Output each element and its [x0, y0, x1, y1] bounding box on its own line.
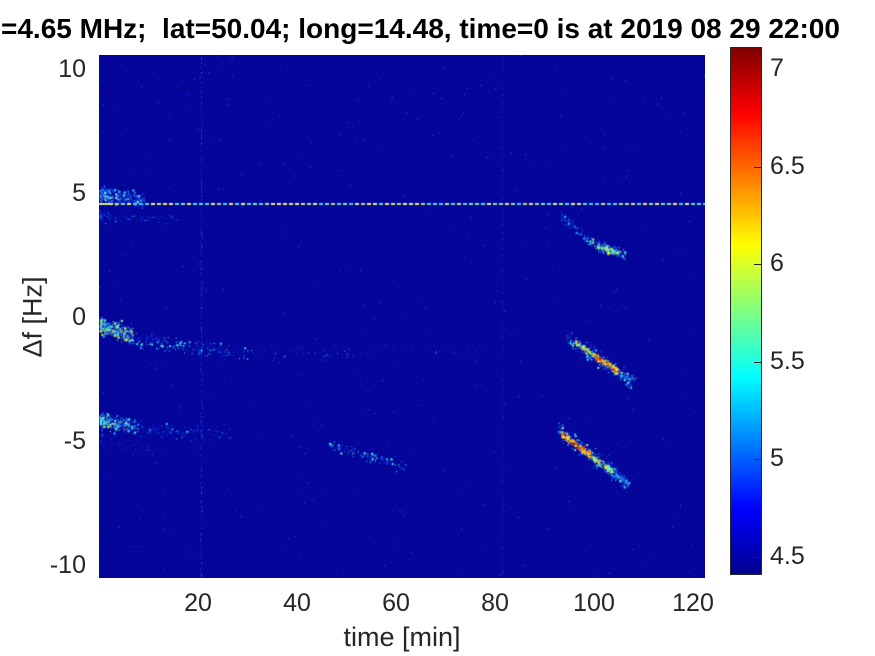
- x-tick-label: 20: [184, 589, 212, 617]
- x-tick-label: 80: [481, 589, 509, 617]
- colorbar-tick-label: 6: [770, 249, 784, 277]
- colorbar-tick-mark: [754, 459, 761, 460]
- colorbar-tick-label: 6.5: [770, 152, 805, 180]
- colorbar-tick-mark: [754, 69, 761, 70]
- spectrogram-canvas: [99, 55, 705, 578]
- x-tick-label: 60: [382, 589, 410, 617]
- colorbar-tick-mark: [754, 264, 761, 265]
- y-tick-label: 0: [72, 303, 86, 331]
- colorbar-tick-label: 5: [770, 444, 784, 472]
- x-tick-label: 40: [283, 589, 311, 617]
- colorbar-tick-label: 7: [770, 54, 784, 82]
- page-title: =4.65 MHz; lat=50.04; long=14.48, time=0…: [1, 13, 840, 44]
- colorbar-tick-label: 5.5: [770, 347, 805, 375]
- x-tick-label: 120: [672, 589, 714, 617]
- x-tick-label: 100: [573, 589, 615, 617]
- y-tick-label: -10: [49, 551, 86, 579]
- y-tick-label: -5: [63, 427, 86, 455]
- y-tick-label: 5: [72, 179, 86, 207]
- x-axis-title: time [min]: [343, 622, 461, 652]
- colorbar-tick-mark: [754, 167, 761, 168]
- y-tick-label: 10: [58, 55, 86, 83]
- colorbar-tick-label: 4.5: [770, 542, 805, 570]
- plot-area: [99, 55, 705, 578]
- colorbar-tick-mark: [754, 557, 761, 558]
- colorbar: [730, 47, 762, 575]
- colorbar-tick-mark: [754, 362, 761, 363]
